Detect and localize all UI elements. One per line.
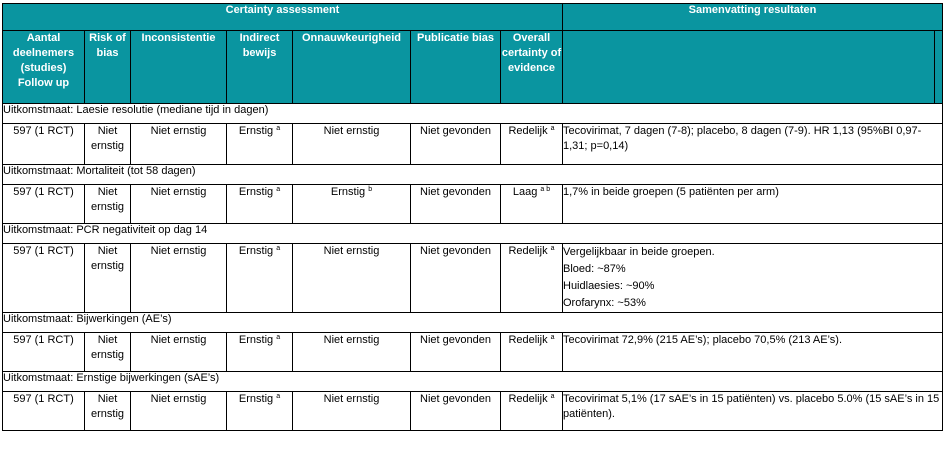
outcome-title: Uitkomstmaat: PCR negativiteit op dag 14 [1, 223, 943, 244]
result-line: Vergelijkbaar in beide groepen. [563, 246, 715, 258]
certainty-cell: Redelijk a [500, 243, 563, 313]
col-header-inconsistency: Inconsistentie [130, 30, 227, 104]
publication-bias-cell: Niet gevonden [410, 391, 501, 431]
result-line: Orofarynx: ~53% [563, 297, 646, 309]
result-line: Bloed: ~87% [563, 263, 626, 275]
outcome-title: Uitkomstmaat: Laesie resolutie (mediane … [1, 103, 943, 124]
grade-evidence-table: Certainty assessment Samenvatting result… [1, 3, 943, 431]
inconsistency-cell: Niet ernstig [130, 184, 227, 224]
imprecision-cell: Ernstig b [292, 184, 411, 224]
certainty-cell: Redelijk a [500, 391, 563, 431]
publication-bias-cell: Niet gevonden [410, 184, 501, 224]
participants-cell: 597 (1 RCT) [2, 123, 85, 165]
col-header-imprecision: Onnauwkeurigheid [292, 30, 411, 104]
certainty-cell: Redelijk a [500, 123, 563, 165]
result-line: Huidlaesies: ~90% [563, 280, 655, 292]
col-header-risk-of-bias: Risk of bias [84, 30, 131, 104]
certainty-assessment-header: Certainty assessment [2, 3, 563, 31]
indirectness-cell: Ernstig a [226, 391, 293, 431]
participants-cell: 597 (1 RCT) [2, 184, 85, 224]
col-header-publication-bias: Publicatie bias [410, 30, 501, 104]
col-header-participants: Aantal deelnemers (studies) Follow up [2, 30, 85, 104]
risk-of-bias-cell: Niet ernstig [84, 391, 131, 431]
indirectness-cell: Ernstig a [226, 332, 293, 372]
col-header-extra [933, 30, 943, 104]
publication-bias-cell: Niet gevonden [410, 332, 501, 372]
table-row: 597 (1 RCT) Niet ernstig Niet ernstig Er… [2, 332, 943, 372]
table-row: 597 (1 RCT) Niet ernstig Niet ernstig Er… [2, 243, 943, 313]
col-header-overall-certainty: Overall certainty of evidence [500, 30, 563, 104]
inconsistency-cell: Niet ernstig [130, 332, 227, 372]
outcome-title: Uitkomstmaat: Mortaliteit (tot 58 dagen) [1, 164, 943, 185]
result-cell: Tecovirimat, 7 dagen (7-8); placebo, 8 d… [561, 123, 943, 165]
summary-results-header: Samenvatting resultaten [561, 3, 943, 31]
table-row: 597 (1 RCT) Niet ernstig Niet ernstig Er… [2, 184, 943, 224]
indirectness-cell: Ernstig a [226, 123, 293, 165]
result-cell: Tecovirimat 72,9% (215 AE’s); placebo 70… [561, 332, 943, 372]
imprecision-cell: Niet ernstig [292, 123, 411, 165]
inconsistency-cell: Niet ernstig [130, 243, 227, 313]
table-row: 597 (1 RCT) Niet ernstig Niet ernstig Er… [2, 123, 943, 165]
participants-cell: 597 (1 RCT) [2, 391, 85, 431]
imprecision-cell: Niet ernstig [292, 391, 411, 431]
publication-bias-cell: Niet gevonden [410, 123, 501, 165]
participants-cell: 597 (1 RCT) [2, 332, 85, 372]
indirectness-cell: Ernstig a [226, 184, 293, 224]
risk-of-bias-cell: Niet ernstig [84, 332, 131, 372]
publication-bias-cell: Niet gevonden [410, 243, 501, 313]
inconsistency-cell: Niet ernstig [130, 123, 227, 165]
inconsistency-cell: Niet ernstig [130, 391, 227, 431]
result-cell: 1,7% in beide groepen (5 patiënten per a… [561, 184, 943, 224]
indirectness-cell: Ernstig a [226, 243, 293, 313]
col-header-indirectness: Indirect bewijs [226, 30, 293, 104]
table-row: 597 (1 RCT) Niet ernstig Niet ernstig Er… [2, 391, 943, 431]
result-cell: Tecovirimat 5,1% (17 sAE’s in 15 patiënt… [561, 391, 943, 431]
col-header-results [562, 30, 935, 104]
result-cell: Vergelijkbaar in beide groepen. Bloed: ~… [561, 243, 943, 313]
participants-cell: 597 (1 RCT) [2, 243, 85, 313]
certainty-cell: Redelijk a [500, 332, 563, 372]
outcome-title: Uitkomstmaat: Bijwerkingen (AE’s) [1, 312, 943, 333]
imprecision-cell: Niet ernstig [292, 332, 411, 372]
imprecision-cell: Niet ernstig [292, 243, 411, 313]
risk-of-bias-cell: Niet ernstig [84, 243, 131, 313]
certainty-cell: Laag a b [500, 184, 563, 224]
risk-of-bias-cell: Niet ernstig [84, 123, 131, 165]
outcome-title: Uitkomstmaat: Ernstige bijwerkingen (sAE… [1, 371, 943, 392]
risk-of-bias-cell: Niet ernstig [84, 184, 131, 224]
